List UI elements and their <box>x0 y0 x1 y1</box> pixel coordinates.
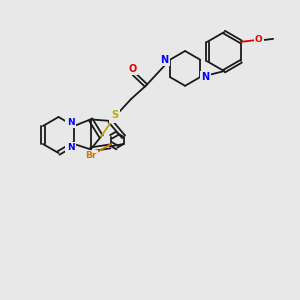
Text: N: N <box>160 55 169 65</box>
Text: Br: Br <box>85 151 97 160</box>
Text: N: N <box>111 113 119 122</box>
Text: N: N <box>202 72 210 82</box>
Text: S: S <box>111 110 118 120</box>
Text: N: N <box>67 143 74 152</box>
Text: O: O <box>255 34 262 43</box>
Text: N: N <box>67 118 74 127</box>
Text: O: O <box>129 64 137 74</box>
